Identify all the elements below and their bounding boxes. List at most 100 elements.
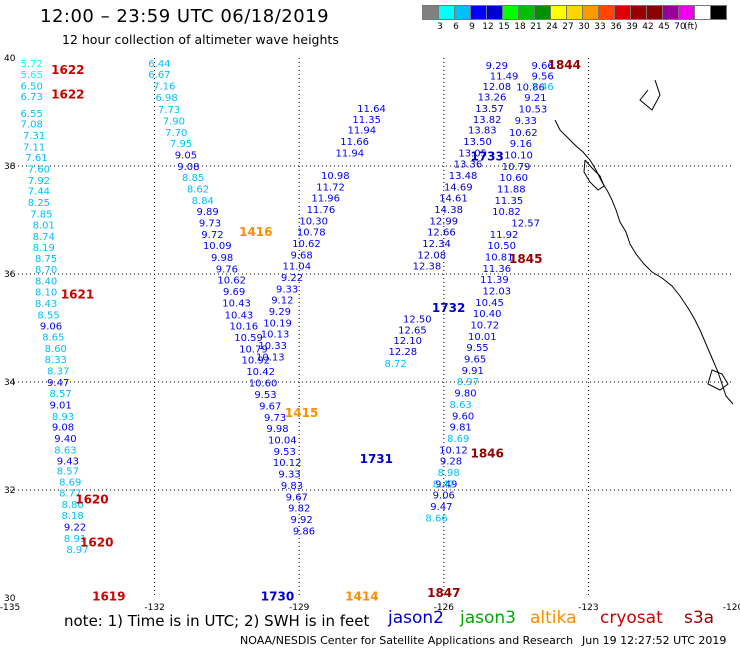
legend-item-s3a: s3a xyxy=(684,608,715,628)
wave-height-value: 12.03 xyxy=(482,287,511,298)
wave-height-value: 11.36 xyxy=(482,264,511,275)
pass-time-label: 1845 xyxy=(509,252,542,266)
wave-height-value: 8.98 xyxy=(437,468,459,479)
wave-height-value: 13.26 xyxy=(478,93,507,104)
wave-height-value: 8.97 xyxy=(66,545,88,556)
wave-height-value: 8.63 xyxy=(450,400,472,411)
wave-height-value: 9.76 xyxy=(216,264,238,275)
wave-height-value: 12.66 xyxy=(427,228,456,239)
pass-time-label: 1733 xyxy=(470,150,503,164)
color-scale-label: 33 xyxy=(594,22,606,32)
wave-height-value: 12.34 xyxy=(422,239,451,250)
wave-height-value: 8.55 xyxy=(37,310,59,321)
wave-height-value: 8.72 xyxy=(384,359,406,370)
wave-height-value: 7.31 xyxy=(23,131,45,142)
wave-height-value: 9.86 xyxy=(293,526,315,537)
wave-height-value: 11.94 xyxy=(348,126,377,137)
color-scale-label: 21 xyxy=(530,22,542,32)
pass-time-label: 1620 xyxy=(75,493,108,507)
wave-height-value: 9.29 xyxy=(269,307,291,318)
wave-height-value: 9.56 xyxy=(531,72,553,83)
wave-height-value: 10.12 xyxy=(273,458,302,469)
lat-tick-label: 30 xyxy=(4,594,16,604)
wave-height-value: 8.57 xyxy=(57,466,79,477)
lon-tick-label: -132 xyxy=(144,603,164,613)
wave-height-value: 6.73 xyxy=(21,92,43,103)
wave-height-value: 9.80 xyxy=(454,389,476,400)
wave-height-value: 11.88 xyxy=(497,184,526,195)
wave-height-value: 8.91 xyxy=(64,534,86,545)
wave-height-value: 9.53 xyxy=(254,390,276,401)
wave-height-value: 10.16 xyxy=(229,322,258,333)
wave-height-value: 11.94 xyxy=(335,148,364,159)
pass-time-label: 1730 xyxy=(261,590,294,604)
wave-height-value: 13.48 xyxy=(449,171,478,182)
wave-height-value: 8.25 xyxy=(28,198,50,209)
color-scale-label: 15 xyxy=(498,22,510,32)
color-scale-label: 3 xyxy=(437,22,443,32)
color-scale-label: 9 xyxy=(469,22,475,32)
wave-height-value: 9.12 xyxy=(271,296,293,307)
pass-time-label: 1414 xyxy=(345,590,378,604)
wave-height-value: 7.95 xyxy=(170,139,192,150)
wave-height-value: 8.43 xyxy=(35,299,57,310)
pass-time-label: 1732 xyxy=(432,301,465,315)
wave-height-value: 10.98 xyxy=(321,171,350,182)
wave-height-value: 10.30 xyxy=(299,216,328,227)
pass-time-label: 1416 xyxy=(239,225,272,239)
wave-height-value: 9.83 xyxy=(281,481,303,492)
wave-height-value: 9.98 xyxy=(211,253,233,264)
wave-height-value: 8.75 xyxy=(35,254,57,265)
wave-height-value: 11.35 xyxy=(495,196,524,207)
wave-height-value: 12.38 xyxy=(413,262,442,273)
wave-height-value: 8.65 xyxy=(42,332,64,343)
wave-height-value: 8.84 xyxy=(192,196,214,207)
wave-height-value: 13.36 xyxy=(454,160,483,171)
lat-tick-label: 32 xyxy=(4,486,15,496)
wave-height-value: 8.85 xyxy=(182,173,204,184)
wave-height-value: 11.96 xyxy=(311,194,340,205)
color-scale-label: 6 xyxy=(453,22,459,32)
color-scale-label: 30 xyxy=(578,22,590,32)
color-scale-label: 12 xyxy=(482,22,494,32)
color-scale-unit: (ft) xyxy=(684,22,698,32)
wave-height-value: 10.62 xyxy=(292,239,321,250)
wave-height-value: 9.08 xyxy=(52,423,74,434)
wave-height-value: 8.01 xyxy=(33,221,55,232)
wave-height-value: 10.01 xyxy=(468,332,497,343)
wave-height-value: 7.60 xyxy=(28,164,50,175)
wave-height-value: 8.60 xyxy=(45,344,67,355)
legend-item-altika: altika xyxy=(530,608,577,628)
wave-height-value: 9.73 xyxy=(199,218,221,229)
wave-height-value: 9.69 xyxy=(223,287,245,298)
wave-height-value: 13.82 xyxy=(473,115,502,126)
wave-height-value: 9.29 xyxy=(486,61,508,72)
wave-height-value: 6.50 xyxy=(21,81,43,92)
lat-tick-label: 36 xyxy=(4,270,16,280)
wave-height-value: 9.55 xyxy=(466,343,488,354)
wave-height-value: 8.77 xyxy=(59,488,81,499)
color-scale-label: 27 xyxy=(562,22,574,32)
wave-height-value: 12.28 xyxy=(389,347,418,358)
wave-height-value: 11.49 xyxy=(490,72,519,83)
wave-height-value: 12.08 xyxy=(482,82,511,93)
wave-height-value: 10.42 xyxy=(246,367,275,378)
wave-height-value: 8.69 xyxy=(59,478,81,489)
wave-height-value: 8.63 xyxy=(54,445,76,456)
color-scale-label: 39 xyxy=(626,22,638,32)
pass-time-label: 1844 xyxy=(548,58,581,72)
color-scale-label: 24 xyxy=(546,22,558,32)
wave-height-value: 8.80 xyxy=(62,500,84,511)
wave-height-value: 9.21 xyxy=(524,93,546,104)
lat-tick-label: 38 xyxy=(4,162,16,172)
wave-height-value: 10.59 xyxy=(234,333,263,344)
wave-height-value: 8.74 xyxy=(33,232,55,243)
wave-height-value: 9.40 xyxy=(54,434,76,445)
wave-height-value: 13.05 xyxy=(458,148,487,159)
wave-height-value: 9.16 xyxy=(510,139,532,150)
wave-height-value: 10.12 xyxy=(439,445,468,456)
lat-lon-grid xyxy=(10,58,733,598)
wave-height-value: 12.50 xyxy=(403,315,432,326)
wave-height-value: 10.78 xyxy=(297,228,326,239)
